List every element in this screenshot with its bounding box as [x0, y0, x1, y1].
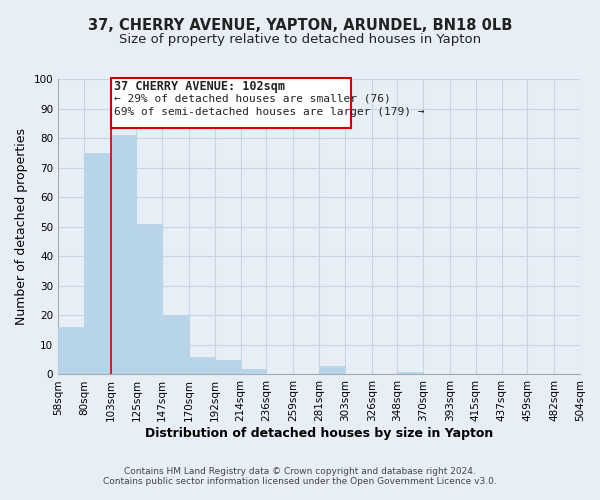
Bar [215, 360, 241, 374]
Bar [84, 153, 111, 374]
Text: Contains HM Land Registry data © Crown copyright and database right 2024.: Contains HM Land Registry data © Crown c… [124, 467, 476, 476]
Bar [319, 366, 345, 374]
Bar [162, 316, 189, 374]
Text: 37 CHERRY AVENUE: 102sqm: 37 CHERRY AVENUE: 102sqm [114, 80, 285, 94]
X-axis label: Distribution of detached houses by size in Yapton: Distribution of detached houses by size … [145, 427, 493, 440]
Text: Contains public sector information licensed under the Open Government Licence v3: Contains public sector information licen… [103, 477, 497, 486]
Text: Size of property relative to detached houses in Yapton: Size of property relative to detached ho… [119, 32, 481, 46]
Text: ← 29% of detached houses are smaller (76): ← 29% of detached houses are smaller (76… [114, 94, 391, 104]
FancyBboxPatch shape [111, 78, 350, 128]
Bar [397, 372, 423, 374]
Bar [136, 224, 162, 374]
Bar [111, 135, 136, 374]
Bar [58, 327, 84, 374]
Y-axis label: Number of detached properties: Number of detached properties [15, 128, 28, 325]
Text: 69% of semi-detached houses are larger (179) →: 69% of semi-detached houses are larger (… [114, 107, 425, 117]
Bar [241, 368, 266, 374]
Bar [189, 356, 215, 374]
Text: 37, CHERRY AVENUE, YAPTON, ARUNDEL, BN18 0LB: 37, CHERRY AVENUE, YAPTON, ARUNDEL, BN18… [88, 18, 512, 32]
